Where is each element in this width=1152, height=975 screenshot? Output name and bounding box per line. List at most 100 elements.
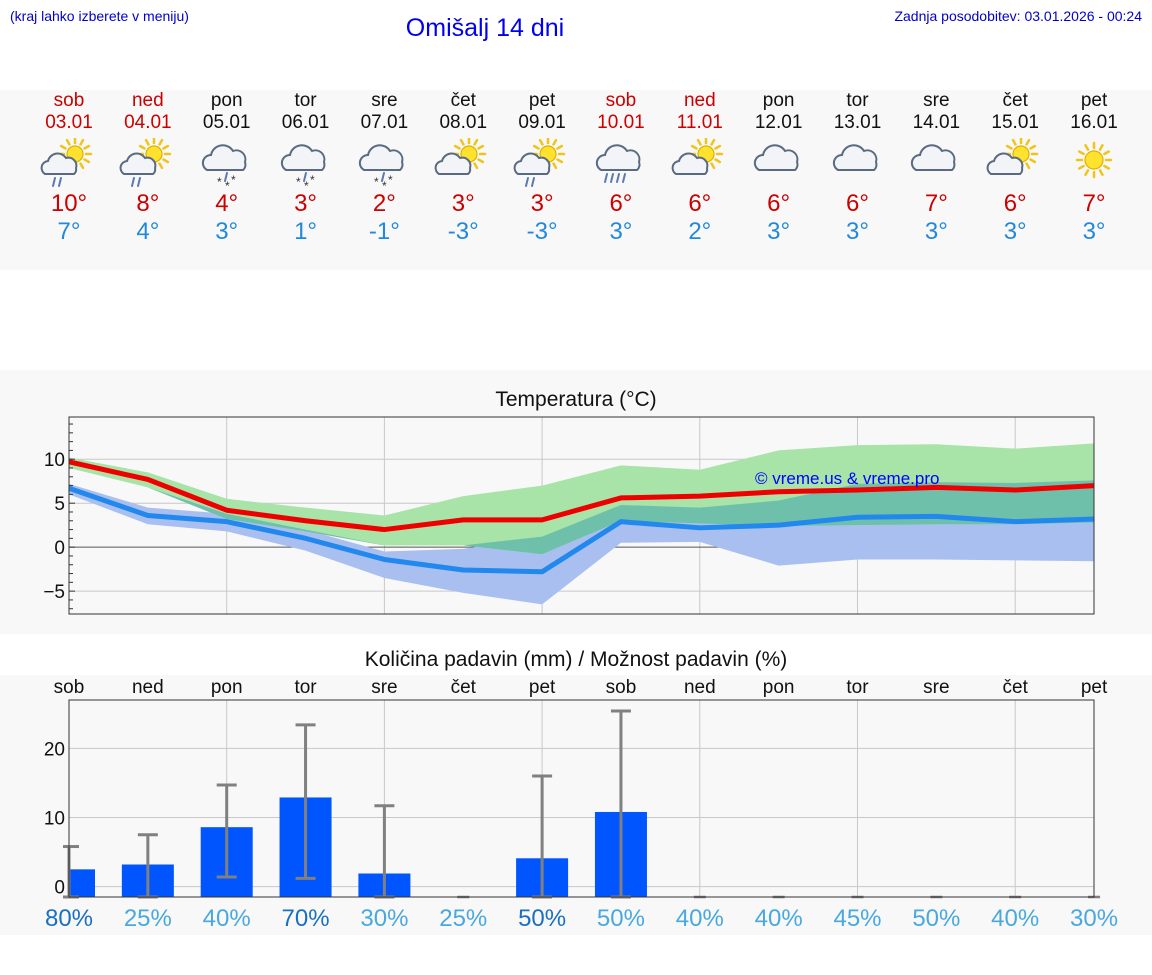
day-date: 09.01 <box>518 112 566 133</box>
category-label: čet <box>451 677 477 698</box>
day-date: 12.01 <box>754 112 803 133</box>
cloud-icon <box>911 144 956 171</box>
temp-max: 6° <box>846 190 869 217</box>
temp-min: 2° <box>688 218 712 245</box>
forecast-day: pon 12.01 6° 3° <box>744 90 814 246</box>
day-date: 14.01 <box>912 112 961 133</box>
day-name: sob <box>53 90 85 111</box>
day-date: 06.01 <box>281 112 330 133</box>
day-name: sre <box>371 90 398 111</box>
plot-frame <box>68 416 1095 615</box>
temp-max: 3° <box>530 190 554 217</box>
precip-error-bar <box>216 783 237 879</box>
temp-max: 7° <box>924 190 948 217</box>
precip-probability: 30% <box>1070 905 1118 932</box>
temp-min: 1° <box>294 218 318 245</box>
day-name: čet <box>1002 90 1028 111</box>
forecast-day: čet 15.01 6° 3° <box>980 90 1050 246</box>
cloud-heavy-rain-icon <box>595 144 641 183</box>
sun-cloud-icon <box>986 138 1039 175</box>
forecast-day: čet 08.01 3° -3° <box>428 90 498 246</box>
day-name: tor <box>294 90 317 111</box>
precip-probability: 70% <box>282 905 330 932</box>
sun-cloud-rain-icon <box>40 138 93 187</box>
day-date: 04.01 <box>124 112 172 133</box>
category-label: sre <box>371 677 397 698</box>
category-label: čet <box>1003 677 1029 698</box>
cloud-snow-icon: * * * <box>280 144 326 188</box>
svg-text:*: * <box>296 175 301 188</box>
category-label: pet <box>529 677 556 698</box>
temp-max: 10° <box>50 190 88 217</box>
temp-max: 6° <box>1003 190 1027 217</box>
temp-min: 7° <box>57 218 81 245</box>
forecast-day: sob 10.01 6° 3° <box>586 90 656 246</box>
category-label: sre <box>923 677 949 698</box>
watermark: © vreme.us & vreme.pro <box>755 469 939 488</box>
forecast-panel: sob 03.01 10° 7° ned 04.01 8° 4° pon 05.01 * * * 4° 3°… <box>0 90 1152 270</box>
plot-frame <box>68 699 1095 898</box>
category-label: ned <box>684 677 716 698</box>
precip-probability: 40% <box>203 905 251 932</box>
cloud-snow-icon: * * * <box>201 144 247 188</box>
precip-probability: 45% <box>833 905 881 932</box>
forecast-day: ned 11.01 6° 2° <box>665 90 735 246</box>
category-label: tor <box>294 677 317 698</box>
y-tick-label: 0 <box>54 878 65 899</box>
precip-bar <box>69 869 95 897</box>
page-title: Omišalj 14 dni <box>405 14 565 42</box>
y-tick-label: 0 <box>54 538 65 559</box>
category-label: pet <box>1081 677 1108 698</box>
sun-cloud-rain-icon <box>119 138 172 187</box>
svg-text:*: * <box>374 175 379 188</box>
precip-probability: 50% <box>597 905 645 932</box>
temperature-chart: 10 5 0 −5 © vreme.us & vreme.pro <box>43 416 1095 615</box>
menu-hint: (kraj lahko izberete v meniju) <box>10 8 189 24</box>
category-label: sob <box>54 677 85 698</box>
forecast-day: tor 13.01 6° 3° <box>823 90 893 246</box>
sun-icon <box>1075 141 1113 179</box>
temp-max: 4° <box>215 190 239 217</box>
svg-text:*: * <box>388 173 393 187</box>
cloud-snow-icon: * * * <box>359 144 404 188</box>
forecast-day: tor 06.01 * * * 3° 1° <box>271 90 341 246</box>
day-date: 15.01 <box>991 112 1039 133</box>
category-label: pon <box>211 677 243 698</box>
temp-max: 8° <box>136 190 160 217</box>
precip-probability: 50% <box>912 905 960 932</box>
svg-text:*: * <box>217 175 222 188</box>
day-date: 16.01 <box>1070 112 1118 133</box>
last-update: Zadnja posodobitev: 03.01.2026 - 00:24 <box>894 8 1142 24</box>
day-name: pet <box>528 90 556 111</box>
temp-min: -1° <box>368 218 400 245</box>
forecast-day: sre 14.01 7° 3° <box>901 90 971 246</box>
y-tick-label: −5 <box>43 582 65 603</box>
day-name: ned <box>683 90 716 111</box>
temp-max: 7° <box>1082 190 1106 217</box>
svg-text:*: * <box>225 179 230 188</box>
temp-max: 2° <box>372 190 396 217</box>
temperature-chart-title: Temperatura (°C) <box>495 388 657 411</box>
category-label: ned <box>132 677 164 698</box>
day-date: 13.01 <box>833 112 882 133</box>
day-name: sob <box>605 90 637 111</box>
precip-probability: 40% <box>991 905 1039 932</box>
svg-text:*: * <box>231 173 236 187</box>
forecast-day: pet 09.01 3° -3° <box>507 90 577 246</box>
min-temp-line <box>68 485 1095 575</box>
category-label: sob <box>606 677 637 698</box>
precip-probability: 25% <box>124 905 172 932</box>
day-date: 03.01 <box>45 112 93 133</box>
temp-min: -3° <box>526 218 558 245</box>
y-tick-label: 10 <box>44 809 65 830</box>
precip-probability: 25% <box>439 905 487 932</box>
day-name: pet <box>1080 90 1108 111</box>
svg-text:*: * <box>310 173 315 187</box>
temp-min: 3° <box>1082 218 1106 245</box>
forecast-day: ned 04.01 8° 4° <box>113 90 183 246</box>
precip-probability: 30% <box>360 905 408 932</box>
day-date: 05.01 <box>202 112 251 133</box>
day-name: pon <box>210 90 243 111</box>
sun-cloud-icon <box>434 138 487 175</box>
temp-min: 3° <box>215 218 239 245</box>
